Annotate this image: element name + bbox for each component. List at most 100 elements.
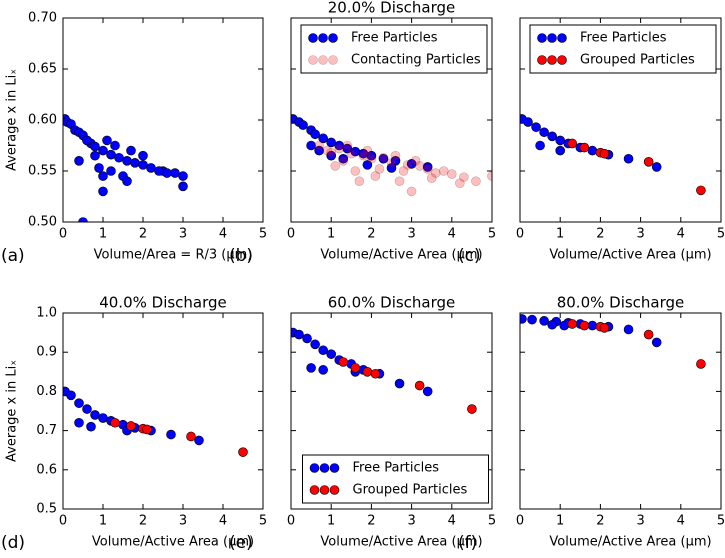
point	[398, 166, 409, 176]
y-axis-label: Average x in Liₓ	[5, 69, 20, 171]
point	[86, 421, 96, 432]
point	[487, 171, 492, 181]
point	[539, 127, 549, 138]
x-tick-label: 4	[448, 227, 456, 242]
x-tick-label: 1	[99, 227, 107, 242]
point	[310, 339, 320, 350]
legend: Free Particles Grouped Particles	[302, 454, 489, 504]
point	[406, 186, 417, 197]
point	[623, 153, 634, 164]
point	[438, 166, 449, 176]
x-tick-label: 3	[179, 227, 187, 242]
point	[350, 166, 361, 176]
point	[90, 410, 100, 420]
x-tick-label: 1	[556, 514, 564, 529]
legend-marker	[309, 463, 320, 473]
frame	[519, 312, 722, 510]
legend-marker	[329, 463, 340, 473]
point	[106, 166, 116, 176]
point	[422, 162, 433, 172]
point	[338, 153, 349, 164]
point	[386, 163, 397, 173]
point	[446, 169, 457, 179]
point	[166, 429, 176, 440]
point	[643, 157, 654, 167]
point	[126, 145, 136, 156]
x-tick-label: 4	[448, 514, 456, 529]
x-tick-label: 4	[219, 227, 227, 242]
point	[414, 161, 425, 171]
x-tick-label: 0	[516, 514, 524, 529]
legend-marker	[308, 55, 318, 65]
point	[346, 148, 357, 159]
panel: 0 1 2 3 4 5 80.0% Discharge (f) Volume/Active Ar…	[458, 294, 725, 554]
point	[459, 172, 469, 182]
point	[422, 164, 433, 174]
point	[350, 363, 361, 373]
point	[66, 390, 76, 401]
x-tick-label: 5	[259, 514, 267, 529]
point	[358, 150, 369, 161]
x-tick-label: 3	[407, 227, 415, 242]
point	[555, 145, 566, 156]
panel-label: (a)	[1, 246, 25, 266]
x-tick-label: 0	[516, 227, 524, 242]
panel-label: (d)	[1, 533, 25, 553]
y-tick-label: 0.5	[36, 502, 57, 517]
point	[422, 386, 433, 397]
x-tick-label: 0	[59, 514, 67, 529]
point	[471, 176, 481, 186]
x-tick-label: 4	[219, 514, 227, 529]
point	[406, 159, 417, 169]
points	[63, 114, 188, 222]
point	[547, 131, 557, 142]
point	[696, 359, 706, 369]
plot-area	[520, 313, 721, 509]
point	[547, 319, 557, 330]
point	[106, 149, 116, 160]
point	[342, 140, 353, 151]
x-tick-label: 5	[259, 227, 267, 242]
x-axis-label: Volume/Active Area (μm)	[320, 535, 482, 550]
point	[178, 181, 188, 192]
point	[402, 160, 413, 170]
point	[138, 150, 148, 161]
point	[374, 164, 385, 174]
point	[587, 320, 598, 331]
legend: Free Particles Contacting Particles	[300, 24, 488, 74]
chart-title: 40.0% Discharge	[99, 294, 227, 312]
x-tick-label: 1	[327, 514, 335, 529]
y-tick-label: 1.0	[36, 306, 57, 321]
point	[467, 404, 477, 414]
y-tick-label: 0.7	[36, 423, 57, 438]
point	[102, 135, 112, 146]
point	[559, 320, 570, 331]
legend-marker	[329, 485, 340, 495]
legend-label: Contacting Particles	[351, 53, 481, 68]
x-tick-label: 2	[596, 227, 604, 242]
legend-label: Free Particles	[580, 31, 667, 46]
point	[322, 145, 332, 156]
y-tick-label: 0.65	[28, 62, 57, 77]
point	[326, 147, 337, 158]
x-tick-label: 0	[287, 227, 295, 242]
point	[298, 120, 308, 130]
panel-label: (b)	[229, 246, 253, 266]
points	[291, 114, 492, 197]
legend-box	[529, 24, 717, 74]
legend-label: Grouped Particles	[353, 483, 468, 498]
point	[394, 176, 405, 186]
point	[567, 138, 578, 149]
point	[390, 156, 401, 166]
legend-box	[300, 24, 488, 74]
point	[338, 156, 349, 166]
point	[318, 133, 328, 144]
x-tick-label: 3	[636, 514, 644, 529]
point	[539, 316, 549, 326]
point	[326, 137, 337, 148]
legend-marker	[328, 55, 338, 65]
legend-marker	[318, 33, 328, 43]
chart-title: 80.0% Discharge	[557, 294, 685, 312]
legend-marker	[537, 55, 547, 65]
